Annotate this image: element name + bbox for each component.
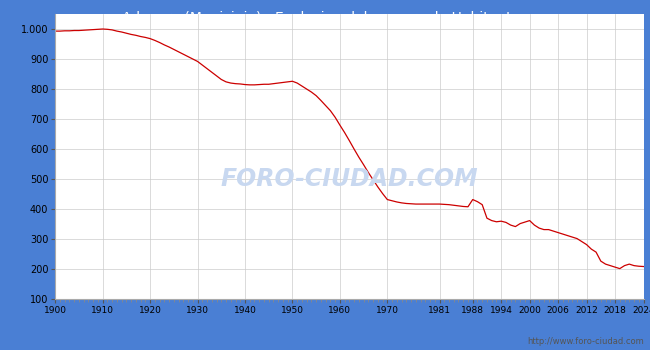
Text: Adanero (Municipio) - Evolucion del numero de Habitantes: Adanero (Municipio) - Evolucion del nume… bbox=[122, 11, 528, 26]
Text: FORO-CIUDAD.COM: FORO-CIUDAD.COM bbox=[220, 167, 478, 191]
Text: http://www.foro-ciudad.com: http://www.foro-ciudad.com bbox=[526, 337, 644, 346]
